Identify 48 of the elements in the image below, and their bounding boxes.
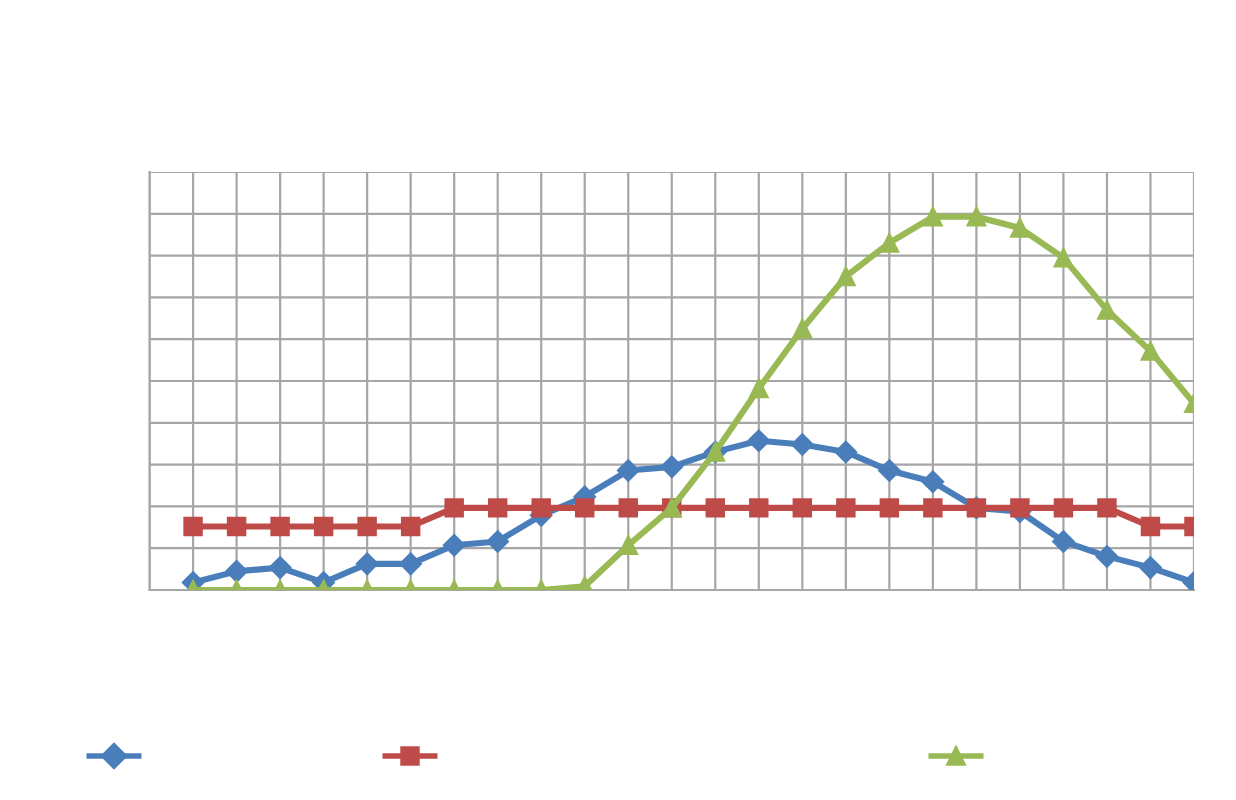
point	[531, 498, 551, 518]
point	[399, 552, 422, 576]
point	[921, 470, 945, 493]
point	[225, 560, 248, 583]
point	[1095, 545, 1119, 568]
point	[749, 378, 769, 399]
point	[878, 459, 901, 482]
point	[487, 498, 508, 518]
point	[226, 516, 247, 537]
point	[442, 534, 466, 557]
point	[1053, 498, 1074, 518]
point	[1097, 300, 1117, 320]
point	[1140, 516, 1161, 537]
point	[747, 429, 771, 452]
point	[1139, 556, 1162, 579]
point	[923, 498, 943, 518]
point	[705, 498, 726, 518]
point	[617, 459, 640, 482]
point	[1010, 218, 1030, 238]
point	[836, 266, 856, 287]
point	[792, 319, 813, 339]
point	[183, 516, 203, 537]
point	[400, 516, 421, 537]
point	[575, 498, 595, 518]
point	[1010, 498, 1030, 518]
point	[444, 498, 464, 518]
point	[1053, 248, 1074, 268]
point	[1140, 341, 1161, 361]
point	[791, 433, 814, 456]
point	[1052, 530, 1075, 553]
point	[660, 455, 683, 479]
point	[879, 498, 900, 518]
point	[879, 233, 900, 253]
point	[357, 516, 377, 537]
point	[486, 530, 509, 553]
point	[355, 552, 379, 576]
point	[1097, 498, 1117, 518]
point	[618, 498, 638, 518]
point	[923, 207, 943, 227]
point	[268, 556, 292, 579]
point	[618, 535, 638, 555]
point	[270, 516, 290, 537]
point	[834, 440, 858, 464]
point	[313, 516, 334, 537]
point	[836, 498, 856, 518]
point	[749, 498, 769, 518]
point	[792, 498, 813, 518]
point	[966, 207, 987, 227]
